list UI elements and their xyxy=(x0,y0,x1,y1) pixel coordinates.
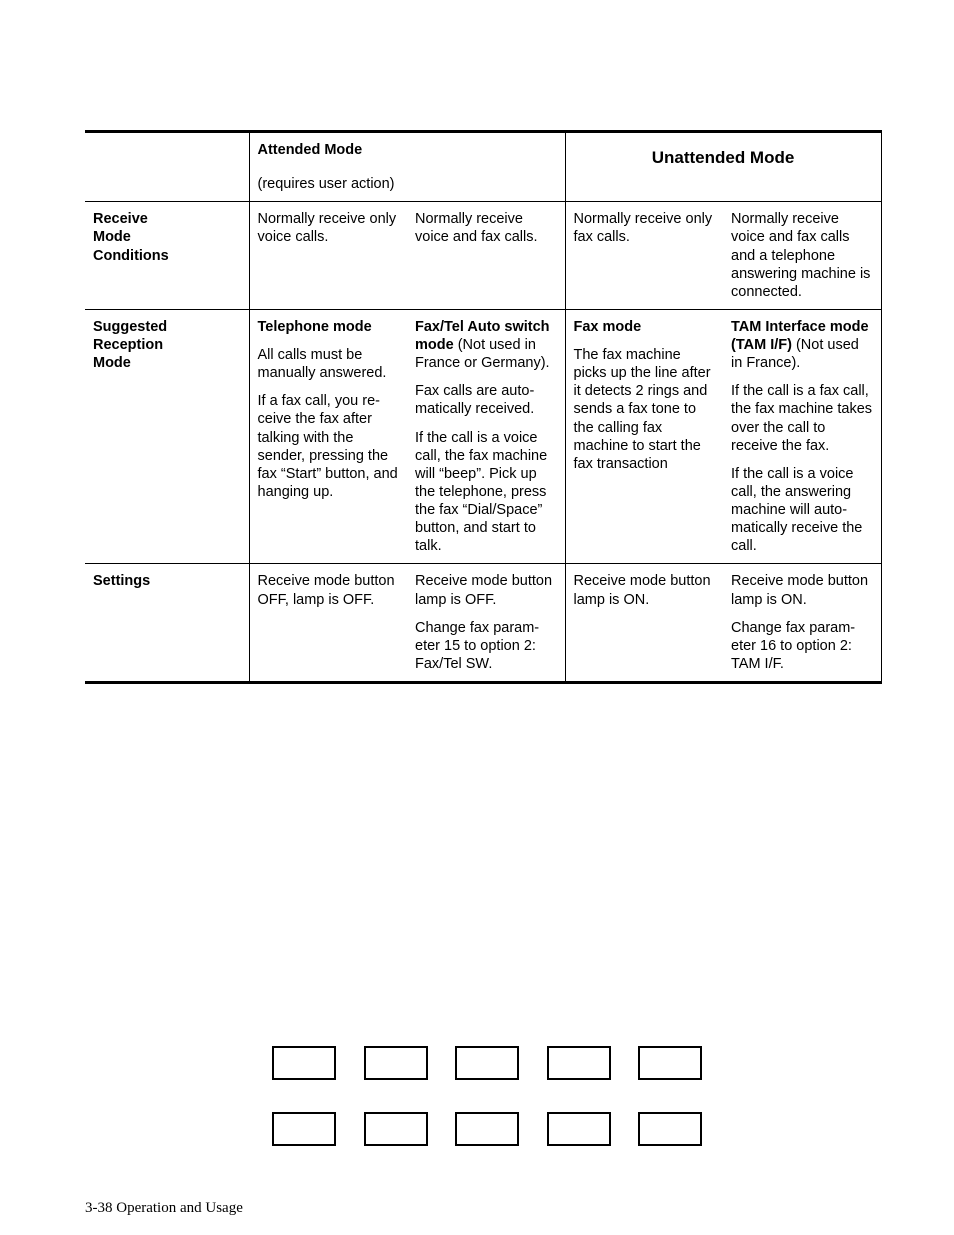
row-label-receive-l3: Conditions xyxy=(93,247,241,265)
box-2-2 xyxy=(364,1112,428,1146)
box-row-2 xyxy=(272,1112,702,1146)
row-label-suggested-l2: Reception xyxy=(93,336,241,354)
suggested-c3-p1: The fax machine picks up the line af­ter… xyxy=(574,346,716,473)
suggested-c2-title: Fax/Tel Auto switch mode (Not used in Fr… xyxy=(415,318,557,372)
header-attended-note: (requires user action) xyxy=(249,167,565,202)
box-row-1 xyxy=(272,1046,702,1080)
suggested-c3: Fax mode The fax machine picks up the li… xyxy=(565,309,723,564)
suggested-c3-title: Fax mode xyxy=(574,318,716,336)
receive-c2: Normally receive voice and fax calls. xyxy=(407,202,565,310)
suggested-c1-title: Telephone mode xyxy=(258,318,400,336)
header-blank xyxy=(85,132,249,202)
box-2-5 xyxy=(638,1112,702,1146)
suggested-c4-title: TAM Interface mode (TAM I/F) (Not used i… xyxy=(731,318,873,372)
box-2-3 xyxy=(455,1112,519,1146)
box-1-1 xyxy=(272,1046,336,1080)
settings-c2-p1: Receive mode but­ton lamp is OFF. xyxy=(415,572,557,608)
suggested-c1-p1: All calls must be manually an­swered. xyxy=(258,346,400,382)
row-label-receive-l2: Mode xyxy=(93,228,241,246)
header-unattended-title: Unattended Mode xyxy=(574,141,873,168)
receive-c3: Normally receive only fax calls. xyxy=(565,202,723,310)
settings-c2-p2: Change fax param­eter 15 to option 2: Fa… xyxy=(415,619,557,673)
settings-c4-p1: Receive mode but­ton lamp is ON. xyxy=(731,572,873,608)
page-footer: 3-38 Operation and Usage xyxy=(85,1200,243,1217)
suggested-c4: TAM Interface mode (TAM I/F) (Not used i… xyxy=(723,309,881,564)
suggested-c4-p1: If the call is a fax call, the fax ma­ch… xyxy=(731,382,873,455)
boxes-area xyxy=(272,1046,702,1178)
box-1-5 xyxy=(638,1046,702,1080)
page: Attended Mode Unattended Mode (requires … xyxy=(0,0,954,1235)
row-label-suggested-l1: Suggested xyxy=(93,318,241,336)
settings-c4: Receive mode but­ton lamp is ON. Change … xyxy=(723,564,881,683)
settings-c3: Receive mode but­ton lamp is ON. xyxy=(565,564,723,683)
box-1-4 xyxy=(547,1046,611,1080)
suggested-c2-p2: If the call is a voice call, the fax ma­… xyxy=(415,429,557,556)
suggested-c1-p2: If a fax call, you re­ceive the fax afte… xyxy=(258,392,400,501)
row-label-settings: Settings xyxy=(85,564,249,683)
receive-c4: Normally receive voice and fax calls and… xyxy=(723,202,881,310)
suggested-c2: Fax/Tel Auto switch mode (Not used in Fr… xyxy=(407,309,565,564)
suggested-c1: Telephone mode All calls must be manuall… xyxy=(249,309,407,564)
row-label-suggested: Suggested Reception Mode xyxy=(85,309,249,564)
header-unattended-title-cell: Unattended Mode xyxy=(565,132,881,202)
modes-table: Attended Mode Unattended Mode (requires … xyxy=(85,130,882,684)
row-label-suggested-l3: Mode xyxy=(93,354,241,372)
settings-c4-p2: Change fax param­eter 16 to option 2: TA… xyxy=(731,619,873,673)
box-1-2 xyxy=(364,1046,428,1080)
settings-c1: Receive mode but­ton OFF, lamp is OFF. xyxy=(249,564,407,683)
header-attended-title: Attended Mode xyxy=(249,132,565,168)
box-1-3 xyxy=(455,1046,519,1080)
suggested-c4-p2: If the call is a voice call, the answeri… xyxy=(731,465,873,556)
settings-c2: Receive mode but­ton lamp is OFF. Change… xyxy=(407,564,565,683)
table-container: Attended Mode Unattended Mode (requires … xyxy=(85,130,880,684)
row-label-receive-l1: Receive xyxy=(93,210,241,228)
box-2-4 xyxy=(547,1112,611,1146)
box-2-1 xyxy=(272,1112,336,1146)
receive-c1: Normally receive only voice calls. xyxy=(249,202,407,310)
row-label-receive: Receive Mode Conditions xyxy=(85,202,249,310)
suggested-c2-p1: Fax calls are auto­matically received. xyxy=(415,382,557,418)
